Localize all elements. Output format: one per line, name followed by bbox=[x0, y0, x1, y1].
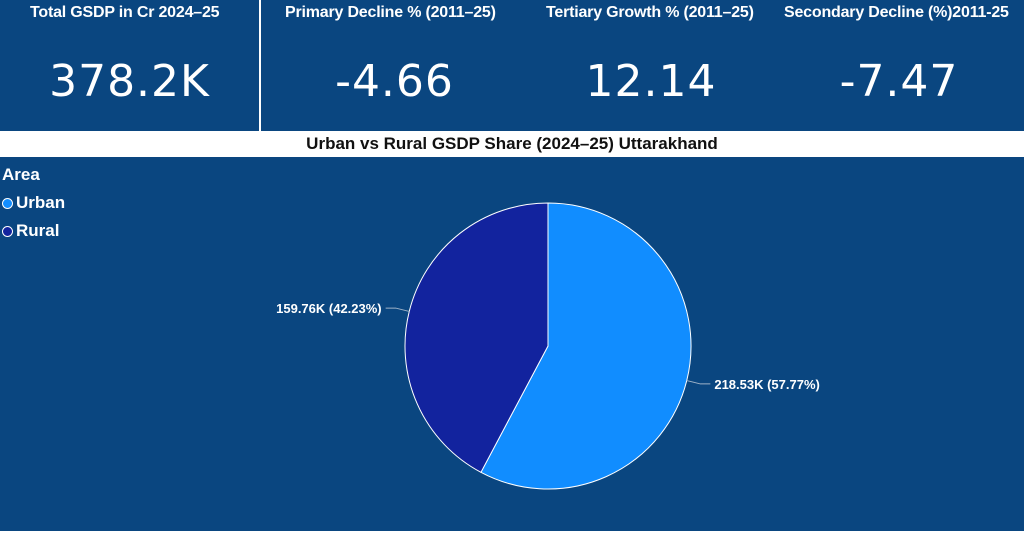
kpi-card-secondary-decline[interactable]: Secondary Decline (%)2011-25 -7.47 bbox=[774, 0, 1024, 131]
kpi-title: Primary Decline % (2011–25) bbox=[285, 4, 496, 21]
legend-marker bbox=[2, 225, 13, 237]
kpi-row: Total GSDP in Cr 2024–25 378.2K Primary … bbox=[0, 0, 1024, 131]
legend-item-urban[interactable]: Urban bbox=[2, 189, 65, 217]
chart-title-bar: Urban vs Rural GSDP Share (2024–25) Utta… bbox=[0, 131, 1024, 157]
leader-line bbox=[686, 380, 711, 385]
legend-item-rural[interactable]: Rural bbox=[2, 217, 65, 245]
kpi-card-total-gsdp[interactable]: Total GSDP in Cr 2024–25 378.2K bbox=[0, 0, 259, 131]
kpi-value: -4.66 bbox=[335, 56, 454, 107]
legend-marker bbox=[2, 197, 13, 209]
kpi-title: Secondary Decline (%)2011-25 bbox=[784, 4, 1009, 21]
data-label-urban: 218.53K (57.77%) bbox=[714, 377, 820, 392]
kpi-value: 378.2K bbox=[49, 56, 210, 107]
legend-label: Rural bbox=[16, 221, 60, 240]
legend-label: Urban bbox=[16, 193, 66, 212]
kpi-value: 12.14 bbox=[585, 56, 717, 107]
legend-title: Area bbox=[2, 165, 40, 184]
legend: Area Urban Rural bbox=[2, 165, 65, 245]
pie-slice-urban[interactable] bbox=[480, 202, 692, 490]
pie-chart: 218.53K (57.77%) 159.76K (42.23%) bbox=[276, 202, 820, 490]
kpi-title: Tertiary Growth % (2011–25) bbox=[546, 4, 754, 21]
pie-chart-panel[interactable]: Area Urban Rural 218.53K (57.77%) 159.76K… bbox=[0, 157, 1024, 531]
data-label-rural: 159.76K (42.23%) bbox=[276, 301, 382, 316]
chart-title: Urban vs Rural GSDP Share (2024–25) Utta… bbox=[306, 134, 718, 153]
kpi-card-primary-decline[interactable]: Primary Decline % (2011–25) -4.66 bbox=[261, 0, 528, 131]
kpi-card-tertiary-growth[interactable]: Tertiary Growth % (2011–25) 12.14 bbox=[528, 0, 774, 131]
pie-slice-rural[interactable] bbox=[404, 202, 549, 473]
leader-line bbox=[385, 307, 410, 312]
kpi-title: Total GSDP in Cr 2024–25 bbox=[30, 4, 220, 21]
kpi-value: -7.47 bbox=[839, 56, 959, 107]
